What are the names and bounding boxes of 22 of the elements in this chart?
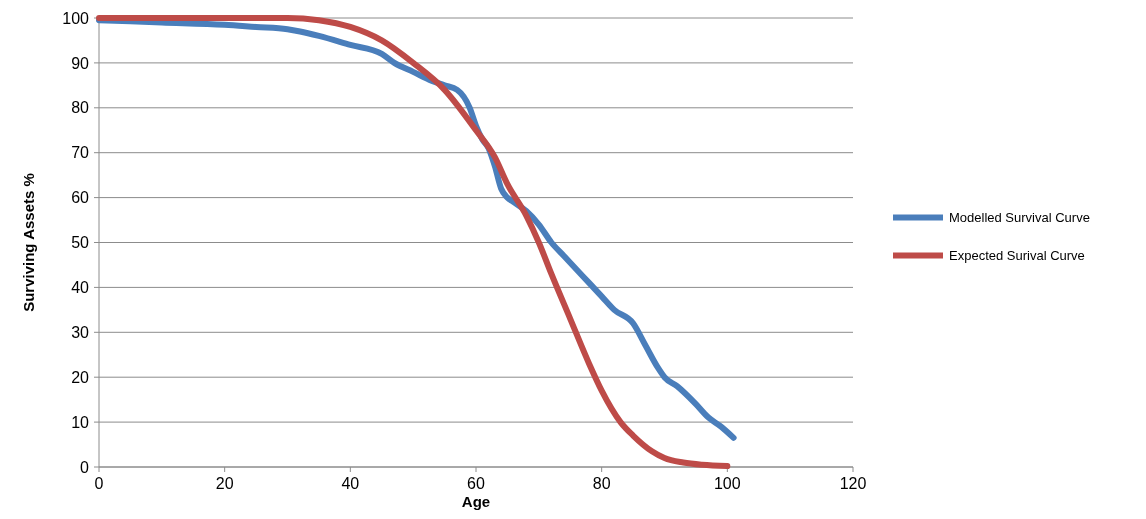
x-tick-label: 120 — [839, 475, 867, 492]
y-tick-label: 60 — [71, 189, 90, 207]
y-tick-label: 50 — [71, 234, 90, 252]
y-tick-label: 20 — [71, 368, 90, 386]
x-axis-title: Age — [461, 493, 491, 510]
y-tick-label: 10 — [71, 413, 90, 431]
legend-label: Modelled Survival Curve — [949, 210, 1090, 226]
y-tick-label: 80 — [71, 99, 90, 117]
y-tick-label: 90 — [71, 54, 90, 72]
x-tick-label: 40 — [341, 475, 360, 492]
y-tick-label: 30 — [71, 323, 90, 341]
y-axis-title: Surviving Assets % — [20, 173, 37, 312]
x-tick-label: 80 — [592, 475, 611, 492]
legend-label: Expected Surival Curve — [949, 248, 1085, 264]
x-tick-label: 20 — [215, 475, 234, 492]
x-tick-label: 60 — [467, 475, 485, 492]
x-tick-label: 0 — [94, 475, 104, 492]
y-tick-label: 100 — [62, 9, 90, 27]
y-tick-label: 40 — [71, 279, 90, 296]
y-tick-label: 0 — [80, 458, 90, 476]
y-tick-label: 70 — [71, 144, 90, 162]
x-tick-label: 100 — [713, 475, 741, 492]
